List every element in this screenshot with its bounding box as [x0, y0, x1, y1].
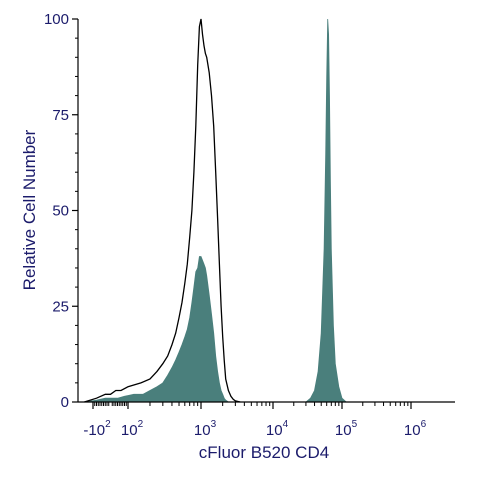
y-tick-label: 50: [52, 203, 69, 220]
x-axis-title: cFluor B520 CD4: [199, 443, 329, 462]
x-tick-label: 103: [194, 419, 217, 439]
y-axis-title: Relative Cell Number: [20, 129, 39, 290]
axes-layer: 0 25 50 75 100 -102 102 103 104 105 106: [44, 11, 455, 439]
y-tick-label: 75: [52, 107, 69, 124]
y-tick-label: 0: [61, 394, 69, 411]
x-tick-label: -102: [83, 419, 111, 439]
filled-histogram-1: [84, 256, 230, 403]
x-tick-label: 105: [335, 419, 358, 439]
x-tick-label: 102: [121, 419, 144, 439]
filled-histogram-2: [304, 18, 348, 403]
y-tick-label: 100: [44, 11, 69, 28]
outline-histogram: [84, 18, 241, 403]
x-tick-label: 106: [404, 419, 427, 439]
y-tick-label: 25: [52, 298, 69, 315]
x-tick-label: 104: [266, 419, 289, 439]
series-layer: [84, 18, 348, 403]
